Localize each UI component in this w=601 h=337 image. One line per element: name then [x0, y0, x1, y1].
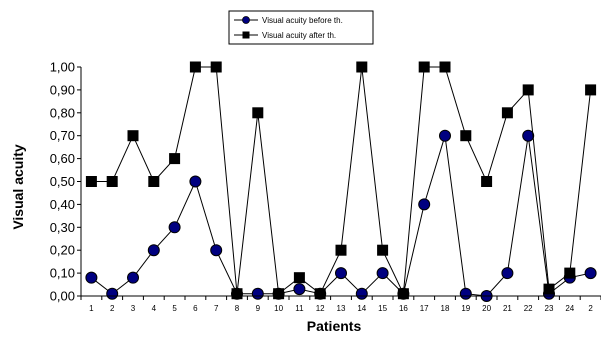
- y-tick-label: 1,00: [50, 60, 75, 75]
- x-tick-label: 3: [131, 304, 136, 313]
- data-point-after: [481, 176, 493, 187]
- x-tick-label: 8: [235, 304, 240, 313]
- x-tick-label: 6: [193, 304, 198, 313]
- data-point-after: [210, 61, 222, 73]
- y-tick-label: 0,50: [50, 174, 75, 189]
- legend-label-before: Visual acuity before th.: [262, 16, 343, 25]
- y-tick-label: 0,80: [50, 105, 75, 120]
- data-point-after: [273, 288, 285, 300]
- x-tick-label: 13: [337, 304, 346, 313]
- series-line-after: [91, 66, 592, 296]
- data-point-before: [168, 221, 181, 234]
- data-point-after: [314, 288, 326, 300]
- data-point-after: [439, 61, 451, 73]
- x-tick-label: 7: [214, 304, 219, 313]
- legend: Visual acuity before th. Visual acuity a…: [228, 10, 374, 45]
- data-point-before: [251, 287, 264, 300]
- data-point-after: [106, 176, 118, 187]
- data-point-after: [460, 130, 472, 142]
- data-point-after: [501, 107, 513, 119]
- data-point-after: [564, 267, 576, 279]
- data-point-after: [293, 272, 305, 284]
- x-tick-label: 4: [152, 304, 157, 313]
- data-point-after: [377, 244, 389, 256]
- x-tick-label: 23: [545, 304, 554, 313]
- y-tick-label: 0,60: [50, 151, 75, 166]
- x-tick-label: 1: [89, 304, 94, 313]
- data-point-before: [106, 287, 119, 300]
- x-tick-label: 2: [588, 304, 593, 313]
- data-point-before: [522, 129, 535, 142]
- y-tick-label: 0,20: [50, 243, 75, 258]
- data-point-before: [459, 287, 472, 300]
- data-point-before: [127, 271, 139, 284]
- data-point-after: [127, 130, 139, 142]
- y-axis: 0,00 0,10 0,20 0,30 0,40 0,50 0,60 0,70 0,80 0,90…: [50, 60, 82, 304]
- data-point-after: [335, 244, 347, 256]
- data-point-before: [335, 267, 347, 280]
- x-tick-label: 14: [357, 304, 366, 313]
- data-point-after: [169, 153, 181, 165]
- data-point-before: [584, 267, 597, 280]
- y-tick-label: 0,70: [50, 128, 75, 143]
- data-point-before: [355, 287, 368, 300]
- data-point-before: [376, 267, 389, 280]
- x-tick-label: 15: [378, 304, 387, 313]
- legend-label-after: Visual acuity after th.: [262, 31, 336, 40]
- y-tick-label: 0,00: [50, 289, 75, 304]
- data-point-before: [418, 198, 431, 211]
- data-point-after: [397, 288, 409, 300]
- y-tick-label: 0,90: [50, 82, 75, 97]
- data-point-after: [543, 283, 555, 295]
- x-tick-label: 22: [524, 304, 533, 313]
- x-tick-label: 24: [565, 304, 574, 313]
- data-point-after: [231, 288, 243, 300]
- data-point-before: [189, 175, 202, 188]
- data-point-after: [356, 61, 368, 73]
- data-point-after: [252, 107, 264, 119]
- data-point-before: [85, 271, 98, 284]
- data-point-after: [85, 176, 97, 187]
- data-point-before: [293, 283, 306, 296]
- x-tick-label: 2: [110, 304, 115, 313]
- data-point-before: [439, 129, 451, 142]
- legend-box: [228, 10, 374, 45]
- x-tick-label: 10: [274, 304, 283, 313]
- x-axis-title: Patients: [307, 318, 362, 334]
- x-tick-label: 12: [316, 304, 325, 313]
- x-tick-label: 9: [256, 304, 261, 313]
- x-tick-label: 18: [441, 304, 450, 313]
- y-tick-label: 0,10: [50, 266, 75, 281]
- data-point-after: [522, 84, 534, 96]
- x-tick-label: 16: [399, 304, 408, 313]
- data-point-after: [585, 84, 597, 96]
- x-axis: 1 2 3 4 5 6 7 8 9 10 11 12 13 14 15 16 17 18 19 20 21 22 23 24 2: [80, 295, 601, 313]
- x-tick-label: 17: [420, 304, 429, 313]
- legend-marker-after: [242, 31, 250, 39]
- x-tick-label: 19: [461, 304, 470, 313]
- data-point-before: [210, 244, 223, 257]
- data-point-before: [147, 244, 160, 257]
- x-tick-label: 5: [172, 304, 177, 313]
- x-tick-label: 11: [295, 304, 304, 313]
- data-point-after: [418, 61, 430, 73]
- data-point-after: [148, 176, 160, 187]
- x-tick-label: 21: [503, 304, 512, 313]
- x-tick-label: 20: [482, 304, 491, 313]
- legend-marker-before: [242, 16, 250, 24]
- y-axis-title: Visual acuity: [10, 144, 26, 230]
- y-tick-label: 0,40: [50, 197, 75, 212]
- y-tick-label: 0,30: [50, 220, 75, 235]
- data-point-after: [189, 61, 201, 73]
- data-point-before: [501, 267, 514, 280]
- plot-area: [85, 61, 597, 302]
